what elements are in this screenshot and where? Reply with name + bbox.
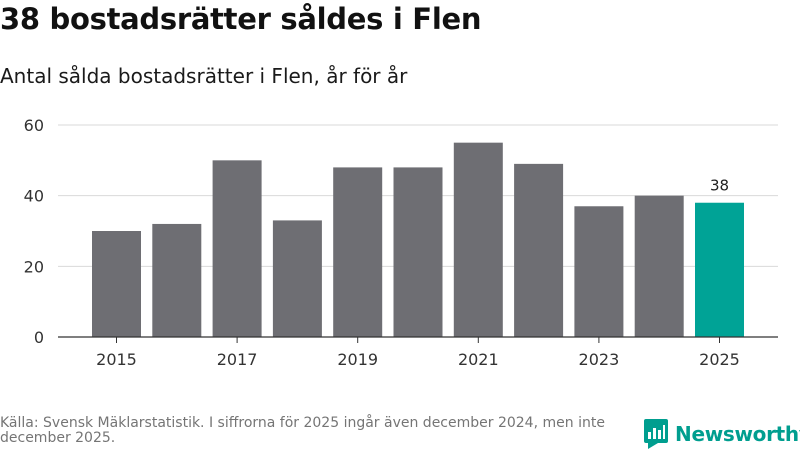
- bar-2018: [272, 220, 322, 337]
- y-tick-label: 0: [34, 328, 44, 347]
- data-labels: 38: [710, 177, 729, 195]
- bar-2020: [393, 167, 443, 337]
- data-label-2025: 38: [710, 177, 729, 195]
- y-tick-label: 60: [24, 116, 44, 135]
- bar-2019: [333, 167, 383, 337]
- axes: 0 20 40 60 2015 2017 2019 2021 2023 2025: [24, 116, 778, 369]
- bar-2023: [574, 206, 624, 337]
- bar-chart: 0 20 40 60 2015 2017 2019 2021 2023 2025 38: [24, 116, 778, 369]
- bar-2021: [453, 142, 503, 337]
- brand-logo: Newsworthy: [644, 419, 800, 449]
- y-tick-label: 20: [24, 257, 44, 276]
- bar-2022: [514, 163, 564, 337]
- y-tick-label: 40: [24, 187, 44, 206]
- bar-2024: [634, 195, 684, 337]
- bar-2016: [152, 223, 202, 337]
- bar-2017: [212, 160, 262, 337]
- x-tick-label: 2021: [458, 350, 499, 369]
- x-tick-label: 2017: [217, 350, 258, 369]
- bar-2025: [695, 202, 744, 337]
- x-tick-label: 2019: [337, 350, 378, 369]
- x-tick-label: 2025: [699, 350, 740, 369]
- x-tick-label: 2023: [579, 350, 620, 369]
- page-title: 38 bostadsrätter såldes i Flen: [0, 2, 482, 36]
- bars: [92, 142, 744, 337]
- chart-subtitle: Antal sålda bostadsrätter i Flen, år för…: [0, 64, 408, 88]
- newsworthy-logo-icon: [644, 419, 668, 449]
- x-tick-label: 2015: [96, 350, 137, 369]
- brand-name: Newsworthy: [675, 422, 800, 446]
- bar-2015: [92, 231, 141, 337]
- source-note: Källa: Svensk Mäklarstatistik. I siffror…: [0, 415, 605, 446]
